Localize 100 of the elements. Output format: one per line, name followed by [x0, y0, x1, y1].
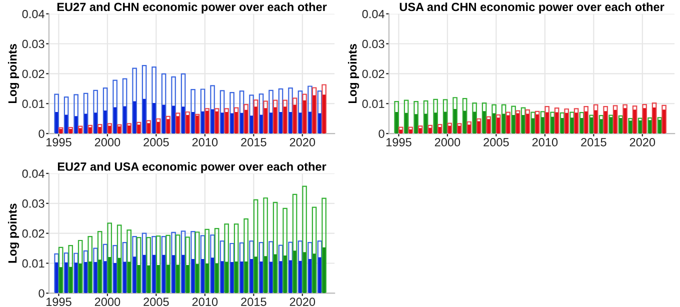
bar [230, 262, 234, 294]
bar [104, 261, 107, 294]
bar [454, 109, 457, 134]
bar [133, 101, 136, 134]
bar [288, 87, 293, 134]
bar [64, 114, 68, 134]
bar [472, 102, 477, 134]
bar [554, 108, 560, 134]
bar [272, 100, 278, 134]
bar [302, 186, 307, 294]
bar [398, 126, 404, 134]
bar [224, 108, 229, 134]
bar [185, 111, 190, 134]
bar [123, 262, 126, 294]
bar [312, 254, 316, 294]
bar [214, 228, 220, 294]
bar [622, 104, 628, 134]
bar [146, 120, 151, 134]
chart-title: EU27 and CHN economic power over each other [57, 2, 327, 14]
y-tick-label: 0 [378, 130, 384, 138]
bar [258, 93, 264, 134]
bar [442, 99, 448, 134]
y-tick-label: 0.01 [22, 100, 44, 108]
bar [172, 255, 176, 294]
bar [78, 126, 83, 134]
y-tick-label: 0.04 [22, 10, 44, 18]
bar [142, 254, 146, 294]
bar [463, 110, 466, 134]
bar [434, 112, 438, 134]
bar [118, 258, 121, 294]
bar [452, 97, 458, 134]
bar [206, 264, 209, 294]
bar [312, 206, 317, 294]
bar [162, 254, 166, 294]
bar [292, 98, 298, 134]
bar [414, 114, 418, 134]
bar [204, 228, 210, 294]
bar [268, 90, 274, 134]
bar [214, 108, 220, 134]
bar [54, 253, 59, 294]
y-axis-title: Log points [8, 204, 20, 263]
y-tick-label: 0.02 [22, 70, 44, 78]
bar [224, 223, 229, 294]
bar [128, 262, 131, 294]
bar [137, 265, 140, 294]
bar [107, 222, 112, 294]
bar [55, 262, 58, 294]
bar [437, 124, 442, 134]
bar [185, 236, 190, 294]
bar [132, 68, 137, 134]
bar [282, 100, 288, 134]
bar [239, 242, 244, 294]
bar [447, 122, 452, 134]
bar [88, 236, 92, 294]
bar [550, 112, 555, 134]
bar [201, 259, 204, 294]
bar [196, 264, 199, 294]
bar [54, 94, 59, 134]
y-tick-label: 0.03 [22, 199, 44, 208]
bar [492, 104, 496, 134]
bar [175, 234, 180, 294]
y-axis-title: Log points [348, 44, 360, 104]
bar [94, 262, 98, 294]
bar [278, 88, 284, 134]
bar [152, 66, 156, 134]
x-tick-label: 2020 [630, 138, 656, 146]
bar [249, 240, 254, 294]
bar [322, 94, 326, 134]
bar [182, 106, 185, 134]
bar [317, 240, 322, 294]
bar [272, 202, 278, 294]
x-tick-label: 2005 [144, 138, 169, 146]
bar [123, 106, 126, 134]
bar [97, 124, 102, 134]
bar [618, 115, 624, 134]
y-tick-label: 0.01 [22, 259, 44, 268]
x-tick-label: 2005 [144, 298, 169, 306]
bar [192, 112, 195, 134]
bar [264, 256, 268, 294]
bar [172, 106, 176, 134]
y-tick-label: 0.04 [362, 10, 384, 18]
bar [74, 252, 78, 294]
bar [64, 262, 68, 294]
bar [293, 250, 296, 294]
x-tick-label: 1995 [46, 138, 72, 146]
bar [414, 100, 418, 134]
bar [404, 112, 408, 134]
bar [146, 236, 151, 294]
bar [68, 245, 74, 294]
bar [322, 84, 326, 134]
bar [156, 265, 160, 294]
x-tick-label: 2020 [290, 138, 316, 146]
bar [298, 90, 303, 134]
bar [428, 124, 432, 134]
bar [225, 262, 228, 294]
bar [534, 110, 540, 134]
bar [652, 102, 657, 134]
bar [424, 114, 428, 134]
bar [444, 112, 447, 134]
bar [322, 198, 326, 294]
